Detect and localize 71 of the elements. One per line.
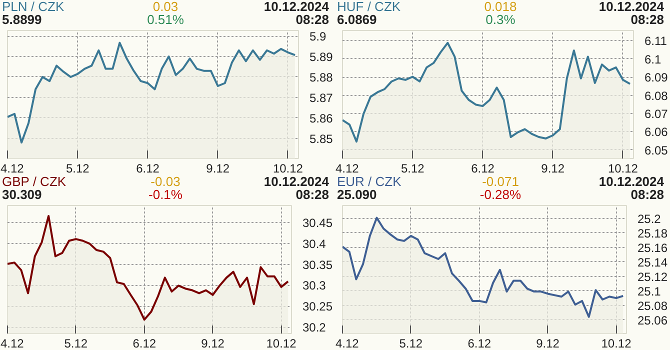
- x-tick-label: 10.12: [272, 162, 304, 176]
- x-tick-label: 5.12: [64, 336, 88, 350]
- y-tick-label: 30.35: [302, 258, 333, 272]
- y-tick-label: 5.87: [310, 90, 334, 105]
- x-tick-label: 4.12: [336, 162, 360, 176]
- text: 08:28: [630, 12, 664, 27]
- text: 0.51%: [146, 12, 185, 27]
- text: 08:28: [630, 187, 664, 202]
- y-tick-label: 6.08: [644, 88, 668, 103]
- chart-title: HUF / CZK: [337, 0, 402, 14]
- y-tick-label: 25.12: [638, 270, 668, 284]
- y-tick-label: 5.86: [310, 111, 334, 126]
- y-tick-label: 30.3: [302, 278, 326, 293]
- x-tick-label: 5.12: [399, 336, 423, 350]
- x-tick-label: 6.12: [132, 336, 156, 350]
- x-tick-label: 9.12: [536, 336, 560, 350]
- y-tick-label: 25.1: [638, 284, 662, 298]
- x-tick-label: 5.12: [66, 162, 90, 176]
- y-tick-label: 25.18: [638, 226, 668, 240]
- y-tick-label: 30.2: [302, 320, 326, 335]
- y-tick-label: 6.09: [644, 70, 668, 85]
- y-tick-label: 30.25: [302, 300, 333, 314]
- x-tick-label: 9.12: [201, 336, 225, 350]
- x-tick-label: 10.12: [266, 336, 297, 350]
- text: 10.12.2024: [262, 174, 329, 189]
- y-tick-label: 30.4: [302, 236, 326, 251]
- x-tick-label: 10.12: [601, 336, 632, 350]
- y-tick-label: 25.16: [638, 240, 668, 255]
- y-tick-label: 30.45: [302, 216, 333, 230]
- text: -0.1%: [148, 187, 184, 202]
- y-tick-label: 5.88: [310, 70, 334, 84]
- y-tick-label: 5.89: [310, 50, 334, 64]
- y-tick-label: 25.06: [638, 313, 668, 328]
- text: 10.12.2024: [598, 0, 664, 14]
- chart-title: PLN / CZK: [2, 0, 66, 14]
- chart-title: EUR / CZK: [337, 174, 402, 189]
- y-tick-label: 25.14: [638, 255, 668, 270]
- text: 0.03: [152, 0, 180, 14]
- y-tick-label: 25.2: [638, 212, 662, 226]
- x-tick-label: 9.12: [206, 162, 230, 176]
- x-tick-label: 6.12: [468, 336, 492, 350]
- x-tick-label: 10.12: [608, 162, 638, 176]
- y-tick-label: 6.05: [644, 143, 668, 158]
- text: 25.090: [337, 187, 378, 202]
- y-tick-label: 5.9: [310, 30, 327, 44]
- text: 0.018: [483, 0, 518, 14]
- y-tick-label: 6.07: [644, 107, 668, 122]
- x-tick-label: 4.12: [336, 336, 360, 350]
- y-tick-label: 6.1: [644, 52, 662, 66]
- y-tick-label: 25.08: [638, 298, 668, 313]
- text: -0.03: [150, 174, 182, 189]
- y-tick-label: 6.06: [644, 125, 668, 140]
- text: 08:28: [294, 187, 329, 202]
- text: 30.309: [2, 187, 43, 202]
- text: 10.12.2024: [598, 174, 664, 189]
- text: 08:28: [294, 12, 329, 27]
- text: -0.071: [481, 174, 520, 189]
- text: 5.8899: [2, 12, 43, 27]
- chart-title: GBP / CZK: [2, 174, 68, 189]
- x-tick-label: 6.12: [136, 162, 160, 176]
- x-tick-label: 6.12: [471, 162, 495, 176]
- text: 10.12.2024: [262, 0, 329, 14]
- y-tick-label: 5.85: [310, 132, 334, 146]
- text: 6.0869: [337, 12, 378, 27]
- x-tick-label: 5.12: [400, 162, 425, 176]
- x-tick-label: 4.12: [0, 336, 24, 350]
- y-tick-label: 6.11: [644, 34, 668, 48]
- x-tick-label: 4.12: [0, 162, 24, 176]
- x-tick-label: 9.12: [541, 162, 565, 176]
- text: -0.28%: [478, 187, 522, 202]
- text: 0.3%: [484, 12, 516, 27]
